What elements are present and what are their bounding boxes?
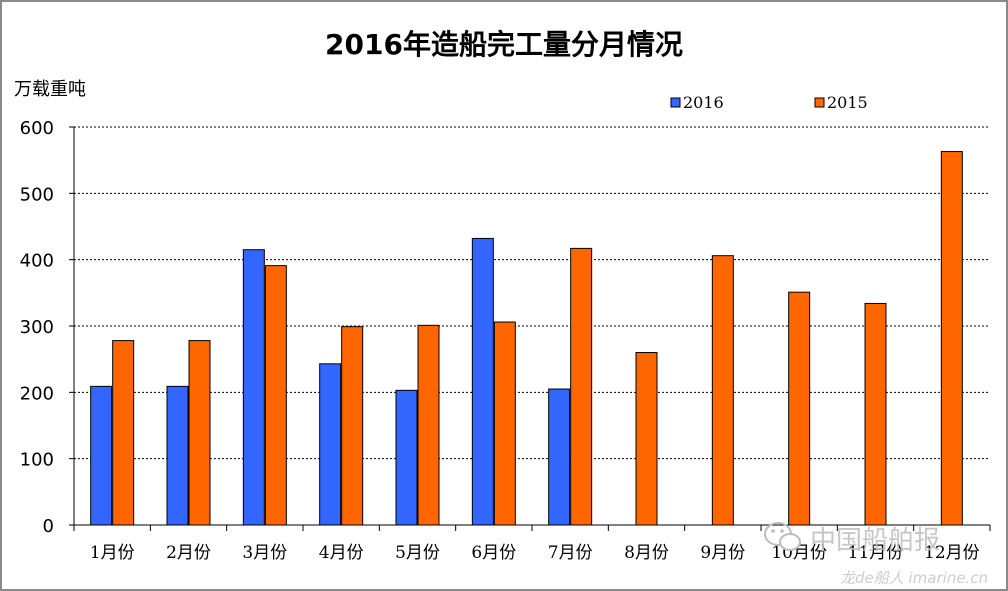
y-tick-label: 500 xyxy=(20,184,54,205)
bar-2015 xyxy=(864,302,887,526)
bar-2015 xyxy=(341,326,364,526)
bar-2015 xyxy=(188,340,211,526)
chart-title: 2016年造船完工量分月情况 xyxy=(325,28,683,61)
legend-swatch-2015 xyxy=(814,97,825,108)
legend-label-2016: 2016 xyxy=(683,93,724,112)
x-tick-label: 6月份 xyxy=(471,543,516,563)
x-tick-label: 3月份 xyxy=(242,543,287,563)
y-tick-labels: 0 100 200 300 400 500 600 xyxy=(20,118,54,537)
bar-2016 xyxy=(395,389,418,526)
bar-2015 xyxy=(570,247,593,526)
y-tick-label: 100 xyxy=(20,450,54,471)
bar-2015 xyxy=(940,151,963,526)
bar-2015 xyxy=(264,265,287,526)
x-tick-labels: 1月份 2月份 3月份 4月份 5月份 6月份 7月份 8月份 9月份 10月份 11月份 12月份 xyxy=(90,543,980,563)
legend: 2016 2015 xyxy=(670,93,868,112)
x-tick-label: 2月份 xyxy=(166,543,211,563)
x-tick-label: 7月份 xyxy=(548,543,593,563)
x-tick-label: 5月份 xyxy=(395,543,440,563)
x-tick-label: 8月份 xyxy=(624,543,669,563)
gridlines xyxy=(74,126,990,460)
y-tick-label: 300 xyxy=(20,317,54,338)
x-tick-label: 11月份 xyxy=(848,543,904,563)
bar-2016 xyxy=(471,237,494,526)
y-tick-label: 200 xyxy=(20,383,54,404)
bar-2015 xyxy=(493,321,516,526)
x-tick-label: 12月份 xyxy=(924,543,980,563)
watermark-logo-text: 中国船舶报 xyxy=(810,526,940,556)
y-tick-label: 600 xyxy=(20,118,54,139)
x-tick-label: 4月份 xyxy=(319,543,364,563)
watermark: 中国船舶报 龙de船人 imarine.cn xyxy=(764,522,988,587)
bar-2015 xyxy=(112,340,135,526)
legend-swatch-2016 xyxy=(670,97,681,108)
y-tick-label: 400 xyxy=(20,251,54,272)
bar-2016 xyxy=(90,385,113,526)
bar-2015 xyxy=(711,255,734,526)
axes xyxy=(69,126,991,531)
bar-2016 xyxy=(548,388,571,526)
watermark-site-text: 龙de船人 imarine.cn xyxy=(840,569,988,587)
x-tick-label: 1月份 xyxy=(90,543,135,563)
wechat-logo-icon xyxy=(764,522,801,551)
y-axis-unit-label: 万载重吨 xyxy=(14,79,86,100)
bar-2015 xyxy=(417,324,440,526)
bar-2015 xyxy=(788,291,811,526)
legend-label-2015: 2015 xyxy=(827,93,868,112)
y-tick-label: 0 xyxy=(43,516,54,537)
bar-2016 xyxy=(166,385,189,526)
x-tick-label: 9月份 xyxy=(700,543,745,563)
bar-2016 xyxy=(319,363,342,526)
bar-2015 xyxy=(635,352,658,526)
bar-2016 xyxy=(242,249,265,526)
bars xyxy=(90,151,963,526)
